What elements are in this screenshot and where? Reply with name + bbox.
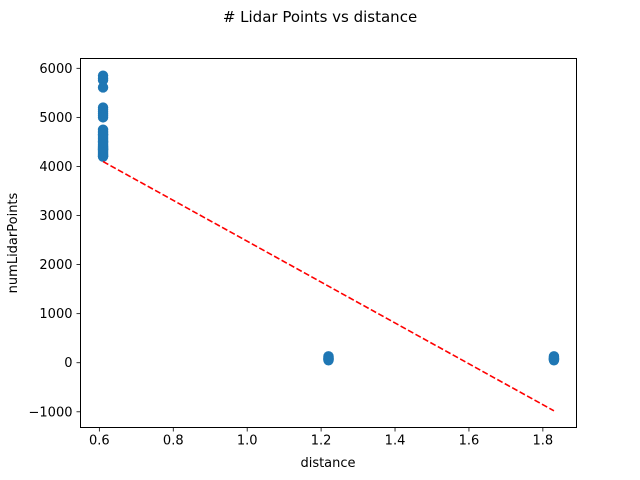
scatter-point [97,82,109,93]
plot-frame [80,58,577,428]
y-tick-label: 0 [64,356,72,371]
y-tick-label: 4000 [39,160,72,175]
scatter-point [97,112,109,123]
y-tick-label: 3000 [39,209,72,224]
x-tick-label: 1.4 [385,434,406,449]
x-axis-label: distance [300,456,355,471]
x-tick-label: 1.6 [459,434,480,449]
scatter-point [548,355,560,366]
x-tick-label: 1.0 [237,434,258,449]
y-axis: −1000 0 1000 2000 3000 4000 5000 6000 [29,62,81,420]
y-tick-label: 5000 [39,111,72,126]
x-axis: 0.6 0.8 1.0 1.2 1.4 1.6 1.8 [89,427,554,449]
x-tick-label: 0.6 [89,434,110,449]
scatter-point [97,144,109,155]
scatter-point [97,129,109,140]
x-tick-label: 0.8 [163,434,184,449]
chart-title: # Lidar Points vs distance [223,8,417,26]
y-tick-label: 2000 [39,258,72,273]
scatter-point [323,355,334,366]
scatter-point [97,74,109,86]
y-tick-label: 6000 [39,62,72,77]
y-axis-label: numLidarPoints [6,192,21,293]
x-tick-label: 1.2 [311,434,332,449]
scatter-point [97,136,109,148]
trend-line [102,160,555,412]
y-tick-label: −1000 [29,405,73,420]
plot-area [97,70,560,412]
scatter-point [97,151,109,162]
y-tick-label: 1000 [39,307,72,322]
x-tick-label: 1.8 [533,434,554,449]
